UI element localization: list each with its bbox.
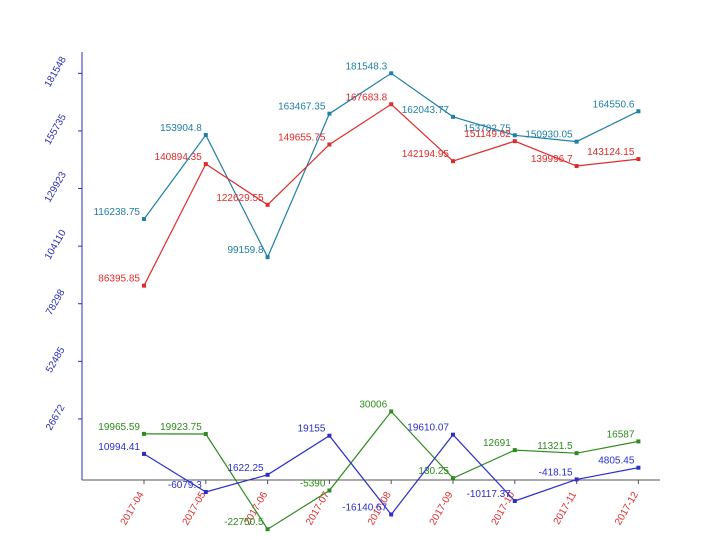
data-label: 140894.35: [155, 152, 203, 163]
y-tick-label: 181548: [43, 54, 69, 89]
data-label: 122629.55: [216, 193, 264, 204]
x-tick-label: 2017-04: [119, 490, 147, 528]
series-line: [143, 72, 639, 259]
data-point: [327, 111, 332, 116]
data-point: [574, 139, 579, 144]
series-1: 116238.75 153904.8 99159.8 163467.35 181548.…: [93, 61, 641, 260]
data-label: 11321.5: [537, 441, 573, 452]
data-label: 142194.95: [402, 149, 450, 160]
data-label: 181548.3: [345, 61, 387, 72]
y-tick-label: 78298: [44, 287, 68, 317]
data-label: 19965.59: [98, 422, 140, 433]
x-tick-label: 2017-11: [552, 490, 580, 527]
data-label: 162043.77: [402, 105, 450, 116]
data-label: 1622.25: [227, 463, 264, 474]
data-label: 86395.85: [98, 274, 140, 285]
data-label: 19923.75: [160, 422, 202, 433]
data-label: 163467.35: [278, 102, 326, 113]
data-label: 116238.75: [93, 207, 140, 218]
data-label: 153782.75: [464, 123, 512, 134]
data-label: 139996.7: [531, 154, 573, 165]
x-tick-label: 2017-05: [181, 490, 209, 528]
data-point: [451, 159, 455, 164]
data-label: 30006: [359, 399, 387, 410]
data-label: 12691: [483, 438, 511, 449]
series-2: 86395.85 140894.35 122629.55 149655.75 16768…: [98, 92, 641, 288]
data-point: [636, 109, 641, 114]
data-point: [327, 433, 332, 438]
data-point: [203, 133, 208, 138]
data-point: [451, 476, 455, 481]
data-point: [512, 139, 517, 144]
data-point: [203, 490, 208, 495]
data-label: 143124.15: [587, 147, 635, 158]
data-point: [389, 71, 394, 76]
y-tick-label: 26672: [44, 403, 68, 433]
data-point: [327, 142, 332, 147]
data-point: [574, 477, 579, 482]
data-label: 151149.62: [464, 129, 511, 140]
data-label: -6079.3: [168, 480, 202, 491]
data-point: [636, 465, 641, 470]
data-point: [142, 431, 146, 436]
data-label: -22750.5: [224, 517, 264, 528]
data-point: [636, 439, 641, 444]
data-label: 149655.75: [278, 132, 326, 143]
x-tick-label: 2017-07: [304, 490, 332, 528]
series-3: 19965.59 19923.75 -22750.5 -5390 30006 130.25…: [98, 399, 641, 532]
data-point: [574, 164, 579, 169]
data-point: [512, 133, 517, 138]
data-point: [265, 472, 270, 477]
data-point: [389, 102, 394, 107]
data-label: 153904.8: [160, 123, 202, 134]
y-tick-label: 129923: [43, 170, 69, 205]
data-label: -418.15: [539, 467, 573, 478]
x-tick-label: 2017-09: [428, 490, 456, 528]
data-point: [574, 451, 579, 456]
y-tick-label: 104110: [43, 228, 69, 262]
data-point: [142, 217, 146, 222]
data-point: [636, 157, 641, 162]
data-point: [327, 488, 332, 493]
data-label: -16140.67: [342, 502, 387, 513]
y-tick-label: 155735: [43, 112, 69, 147]
data-point: [451, 432, 455, 437]
data-label: 99159.8: [227, 245, 264, 256]
data-label: 4805.45: [598, 456, 635, 467]
data-point: [389, 409, 394, 414]
data-point: [265, 527, 270, 532]
data-label: 150930.05: [525, 130, 573, 141]
data-point: [203, 162, 208, 167]
data-point: [142, 283, 146, 288]
y-axis-ticks: 26672 52485 78298 104110 129923 155735 181548: [43, 54, 82, 432]
data-label: 16587: [607, 429, 635, 440]
data-label: -5390: [300, 478, 326, 489]
data-label: 19155: [298, 424, 326, 435]
data-label: 164550.6: [593, 99, 635, 110]
data-point: [203, 431, 208, 436]
data-point: [142, 451, 146, 456]
data-point: [389, 512, 394, 517]
x-tick-label: 2017-12: [613, 490, 641, 528]
data-point: [451, 114, 455, 119]
data-point: [512, 448, 517, 453]
data-label: 19610.07: [407, 423, 449, 434]
series-4: 10994.41 -6079.3 1622.25 19155 -16140.67 1961…: [98, 423, 641, 517]
data-label: 130.25: [418, 466, 449, 477]
data-label: -10117.37: [467, 489, 512, 500]
data-point: [512, 499, 517, 504]
data-label: 10994.41: [98, 442, 140, 453]
data-point: [265, 202, 270, 207]
data-point: [265, 255, 270, 260]
y-tick-label: 52485: [44, 345, 68, 375]
data-label: 167683.8: [345, 92, 387, 103]
